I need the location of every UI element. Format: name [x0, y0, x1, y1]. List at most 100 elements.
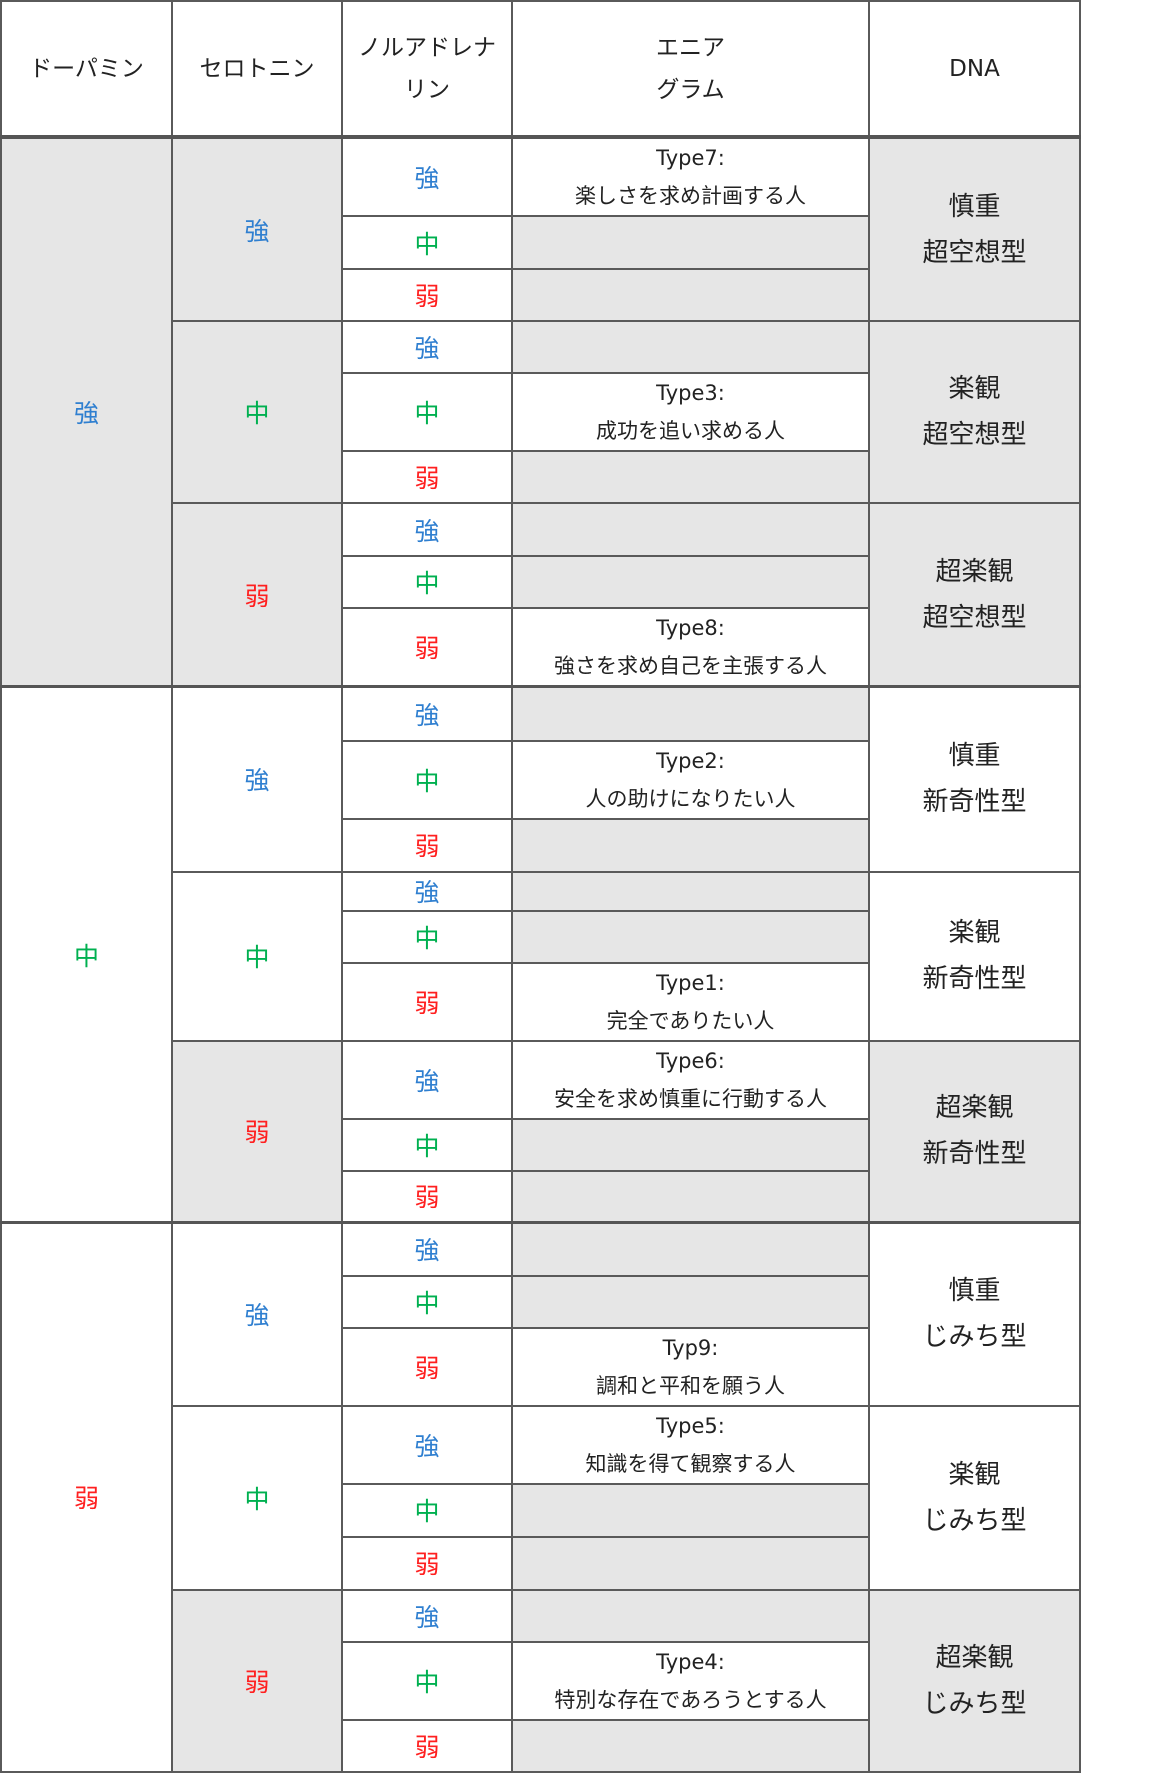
noradrenaline-level: 弱 [341, 268, 513, 322]
table-row: 中 [1, 909, 1080, 964]
table-row: 弱強強慎重 じみち型 [0, 1221, 1081, 1773]
serotonin-level: 弱 [171, 1588, 343, 1773]
noradrenaline-level: 弱 [341, 450, 513, 504]
enneagram-type-cell: Type5: 知識を得て観察する人 [511, 1404, 870, 1485]
dna-temperament: 慎重 [948, 191, 1001, 222]
dna-temperament: 超楽観 [935, 1642, 1014, 1673]
dna-category: じみち型 [922, 1688, 1027, 1719]
enneagram-type-description: 楽しさを求め計画する人 [575, 184, 806, 208]
enneagram-type-number: Type6: [656, 1048, 725, 1073]
enneagram-empty-cell [511, 1588, 870, 1643]
noradrenaline-level: 弱 [341, 607, 513, 688]
table-row: 中強強慎重 新奇性型 [0, 685, 1081, 1224]
enneagram-type-description: 知識を得て観察する人 [585, 1451, 796, 1476]
dna-type-cell: 超楽観 超空想型 [868, 502, 1081, 688]
dna-temperament: 慎重 [948, 1276, 1001, 1307]
table-row: 弱 Typ9: 調和と平和を願う人 [1, 1326, 1080, 1407]
enneagram-type-number: Type3: [656, 381, 725, 405]
noradrenaline-level: 強 [341, 502, 513, 557]
dna-temperament: 超楽観 [935, 556, 1014, 587]
noradrenaline-level: 弱 [341, 817, 513, 873]
noradrenaline-level: 中 [341, 372, 513, 452]
enneagram-type-number: Type4: [656, 1649, 725, 1674]
header-dopamine: ドーパミン [0, 0, 173, 138]
table-row: 弱強超楽観 超空想型 [1, 502, 1081, 688]
noradrenaline-level: 中 [341, 739, 513, 820]
table-row: 弱 [1, 817, 1080, 873]
enneagram-empty-cell [511, 1169, 870, 1224]
noradrenaline-level: 強 [341, 685, 513, 742]
enneagram-type-description: 完全でありたい人 [606, 1008, 775, 1033]
table-row: 弱 [1, 450, 1080, 504]
enneagram-type-description: 特別な存在であろうとする人 [554, 1687, 827, 1712]
dna-category: 新奇性型 [922, 1139, 1027, 1170]
serotonin-level: 中 [171, 320, 343, 504]
noradrenaline-level: 中 [341, 1274, 513, 1329]
enneagram-type-cell: Type3: 成功を追い求める人 [511, 372, 870, 452]
noradrenaline-level: 強 [341, 1404, 513, 1485]
enneagram-type-number: Typ9: [662, 1335, 719, 1360]
noradrenaline-level: 強 [341, 136, 513, 217]
noradrenaline-level: 中 [341, 555, 513, 609]
enneagram-empty-cell [511, 870, 870, 912]
dna-temperament: 楽観 [948, 1459, 1001, 1490]
table-row: 中 Type3: 成功を追い求める人 [1, 372, 1080, 452]
dna-category: 超空想型 [922, 420, 1027, 450]
enneagram-type-description: 調和と平和を願う人 [596, 1373, 785, 1398]
table-row: 弱 [1, 1535, 1080, 1591]
noradrenaline-level: 強 [341, 320, 513, 374]
noradrenaline-level: 弱 [341, 1718, 513, 1773]
header-noradrenaline: ノルアドレナリン [341, 0, 513, 138]
serotonin-level: 中 [171, 870, 343, 1042]
enneagram-empty-cell [511, 909, 870, 964]
header-serotonin: セロトニン [171, 0, 343, 138]
dna-temperament: 楽観 [948, 374, 1001, 404]
dna-temperament: 楽観 [948, 918, 1001, 948]
header-row: ドーパミン セロトニン ノルアドレナリン エニア グラム DNA [0, 0, 1081, 138]
table-row: 弱 [1, 1169, 1080, 1224]
noradrenaline-level: 中 [341, 215, 513, 270]
dna-type-cell: 超楽観 新奇性型 [868, 1039, 1081, 1224]
enneagram-type-cell: Type7: 楽しさを求め計画する人 [511, 136, 870, 217]
enneagram-type-cell: Type2: 人の助けになりたい人 [511, 739, 870, 820]
table-row: 弱 Type8: 強さを求め自己を主張する人 [1, 607, 1080, 688]
enneagram-type-number: Type2: [656, 748, 725, 773]
dna-type-cell: 慎重 じみち型 [868, 1221, 1081, 1407]
enneagram-empty-cell [511, 268, 870, 322]
enneagram-empty-cell [511, 1117, 870, 1172]
enneagram-type-number: Type5: [656, 1413, 725, 1438]
dna-type-cell: 楽観 じみち型 [868, 1404, 1081, 1591]
enneagram-empty-cell [511, 320, 870, 374]
dna-category: 超空想型 [922, 237, 1027, 268]
dna-type-cell: 慎重 新奇性型 [868, 685, 1081, 873]
table-row: 弱強 Type6: 安全を求め慎重に行動する人 超楽観 新奇性型 [1, 1039, 1081, 1224]
dopamine-level: 弱 [0, 1221, 173, 1773]
dna-category: 超空想型 [922, 602, 1027, 633]
enneagram-empty-cell [511, 1221, 870, 1277]
table-row: 中強楽観 超空想型 [1, 320, 1081, 504]
enneagram-type-cell: Type8: 強さを求め自己を主張する人 [511, 607, 870, 688]
enneagram-empty-cell [511, 685, 870, 742]
enneagram-type-cell: Type4: 特別な存在であろうとする人 [511, 1640, 870, 1721]
serotonin-level: 中 [171, 1404, 343, 1591]
enneagram-type-description: 成功を追い求める人 [596, 419, 785, 443]
enneagram-type-cell: Type1: 完全でありたい人 [511, 961, 870, 1042]
noradrenaline-level: 弱 [341, 1326, 513, 1407]
table-row: 中 [1, 1274, 1080, 1329]
dopamine-level: 強 [0, 136, 173, 688]
noradrenaline-level: 強 [341, 1221, 513, 1277]
dna-category: じみち型 [922, 1505, 1027, 1536]
noradrenaline-level: 中 [341, 1640, 513, 1721]
dopamine-level: 中 [0, 685, 173, 1224]
enneagram-type-number: Type7: [656, 146, 725, 170]
serotonin-level: 強 [171, 136, 343, 322]
enneagram-type-description: 安全を求め慎重に行動する人 [554, 1086, 827, 1111]
dna-category: じみち型 [922, 1322, 1027, 1353]
noradrenaline-level: 弱 [341, 1169, 513, 1224]
table-row: 中 Type2: 人の助けになりたい人 [1, 739, 1080, 820]
enneagram-type-description: 人の助けになりたい人 [585, 786, 796, 811]
enneagram-type-description: 強さを求め自己を主張する人 [554, 654, 827, 678]
dna-type-cell: 楽観 超空想型 [868, 320, 1081, 504]
dna-temperament: 超楽観 [935, 1093, 1014, 1124]
noradrenaline-level: 弱 [341, 1535, 513, 1591]
